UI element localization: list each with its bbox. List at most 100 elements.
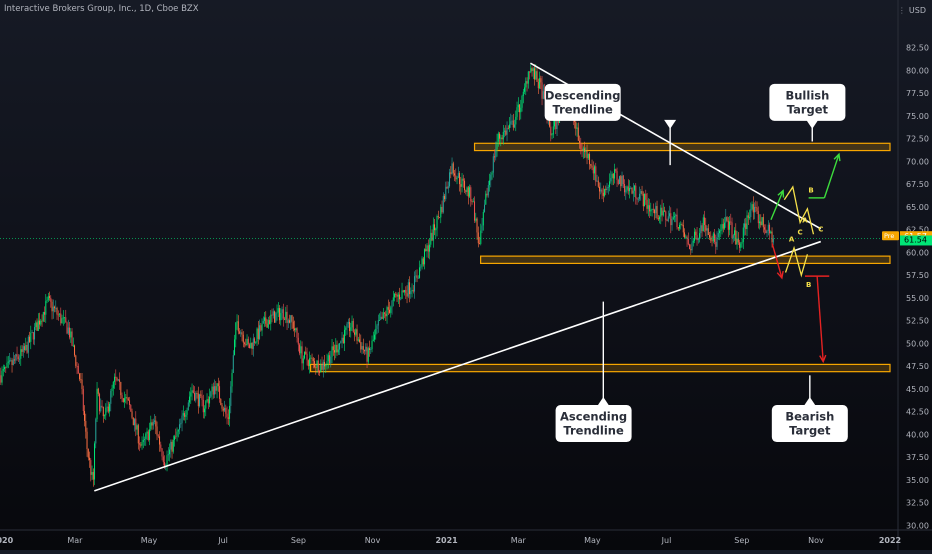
candle-body	[256, 328, 258, 342]
candle-body	[472, 201, 474, 203]
candle-body	[262, 320, 264, 324]
candle-body	[671, 218, 673, 226]
arrow-shaft	[771, 243, 783, 279]
candle-body	[126, 397, 128, 399]
candle-body	[34, 327, 36, 340]
candle-body	[135, 418, 137, 430]
candle-body	[59, 313, 61, 315]
callout-line1: Ascending	[560, 410, 627, 424]
candle-body	[137, 425, 139, 444]
candle-body	[437, 216, 439, 218]
candle-body	[257, 328, 259, 339]
candle-body	[719, 230, 721, 234]
candle-body	[284, 318, 286, 320]
candle-body	[332, 346, 334, 351]
candle-body	[270, 314, 272, 324]
candle-body	[701, 225, 703, 232]
candle-body	[657, 218, 659, 220]
candle-body	[95, 419, 97, 444]
candle-body	[276, 312, 278, 314]
candle-body	[387, 307, 389, 310]
candle-body	[217, 383, 219, 387]
candle-body	[44, 312, 46, 315]
candle-body	[314, 361, 316, 368]
candle-body	[252, 338, 254, 349]
candle-body	[759, 221, 761, 224]
candle-body	[429, 244, 431, 252]
callout-line1: Bearish	[785, 410, 834, 424]
candle-body	[661, 207, 663, 216]
candle-body	[329, 355, 331, 364]
candle-body	[12, 359, 14, 365]
candle-body	[765, 229, 767, 234]
candle-body	[755, 206, 757, 208]
arrow-head	[819, 354, 827, 364]
candle-body	[127, 398, 129, 401]
candle-body	[282, 309, 284, 319]
candle-body	[532, 68, 534, 71]
candle-body	[487, 185, 489, 196]
candle-body	[725, 217, 727, 223]
price-tick-label: 47.50	[906, 362, 929, 371]
price-tick-label: 40.00	[906, 430, 929, 439]
candle-body	[356, 329, 358, 341]
candle-body	[77, 365, 79, 374]
candle-body	[649, 205, 651, 212]
candle-body	[320, 364, 322, 373]
candle-body	[412, 289, 414, 292]
candle-body	[531, 68, 533, 71]
candle-body	[57, 314, 59, 316]
candle-body	[274, 311, 276, 323]
time-tick-label: Nov	[365, 536, 381, 545]
candle-body	[102, 406, 104, 417]
arrow-head	[777, 189, 785, 198]
candle-body	[750, 209, 752, 218]
candle-body	[220, 398, 222, 405]
candle-body	[184, 413, 186, 417]
last-price-label: 61.54	[904, 235, 927, 244]
candle-body	[645, 193, 647, 200]
candle-body	[720, 230, 722, 232]
candle-body	[296, 328, 298, 338]
candle-body	[734, 230, 736, 236]
candle-body	[164, 462, 166, 467]
candle-body	[471, 201, 473, 203]
candle-body	[151, 422, 153, 426]
candle-body	[681, 224, 683, 225]
candle-body	[191, 390, 193, 393]
candle-body	[310, 357, 312, 359]
bull-scenario-wave-label: A	[802, 216, 808, 224]
candle-body	[75, 355, 77, 366]
candle-body	[526, 81, 528, 84]
dots-icon[interactable]: ⋮	[897, 6, 906, 15]
candle-body	[427, 245, 429, 252]
candle-body	[624, 184, 626, 193]
candle-body	[185, 414, 187, 417]
candle-body	[386, 307, 388, 317]
candle-body	[595, 166, 597, 182]
candle-body	[214, 386, 216, 395]
candle-body	[166, 455, 168, 466]
candle-body	[147, 431, 149, 440]
candle-body	[182, 413, 184, 416]
candle-body	[432, 224, 434, 241]
candle-body	[551, 134, 553, 136]
bear-scenario-arrow1	[771, 243, 784, 280]
candle-body	[15, 354, 17, 361]
candle-body	[327, 355, 329, 362]
candle-body	[350, 327, 352, 331]
candle-body	[49, 296, 51, 298]
arrow-shaft	[770, 190, 784, 220]
candle-body	[189, 396, 191, 403]
candle-body	[685, 236, 687, 238]
candle-body	[722, 224, 724, 229]
candle-body	[736, 238, 738, 245]
candle-body	[384, 312, 386, 314]
candle-body	[136, 425, 138, 430]
candle-body	[555, 120, 557, 130]
candle-body	[141, 441, 143, 446]
candle-body	[652, 208, 654, 210]
